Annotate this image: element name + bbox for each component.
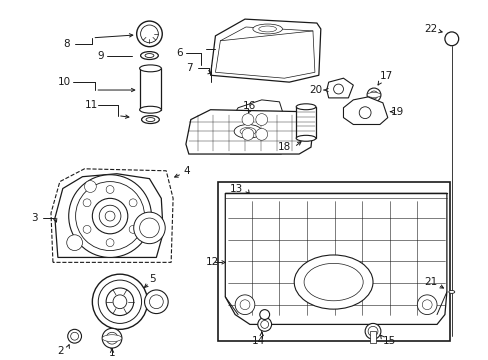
Circle shape bbox=[106, 288, 133, 316]
Circle shape bbox=[99, 205, 121, 227]
Circle shape bbox=[92, 274, 147, 329]
Circle shape bbox=[259, 310, 269, 319]
Circle shape bbox=[367, 327, 377, 336]
Text: 22: 22 bbox=[423, 24, 436, 34]
Ellipse shape bbox=[304, 264, 363, 301]
Ellipse shape bbox=[240, 127, 255, 135]
Text: 17: 17 bbox=[379, 71, 392, 81]
Ellipse shape bbox=[252, 24, 282, 34]
Circle shape bbox=[133, 212, 165, 244]
Circle shape bbox=[144, 290, 168, 314]
Text: 20: 20 bbox=[308, 85, 322, 95]
Text: 1: 1 bbox=[108, 348, 115, 358]
Ellipse shape bbox=[366, 93, 380, 98]
Circle shape bbox=[129, 225, 137, 233]
Circle shape bbox=[240, 300, 249, 310]
Text: 16: 16 bbox=[243, 101, 256, 111]
Ellipse shape bbox=[140, 65, 161, 72]
Text: 5: 5 bbox=[149, 274, 156, 284]
Circle shape bbox=[333, 84, 343, 94]
Text: 12: 12 bbox=[205, 257, 219, 267]
Circle shape bbox=[260, 320, 268, 328]
Polygon shape bbox=[185, 110, 313, 154]
Text: 3: 3 bbox=[31, 213, 38, 223]
Text: 21: 21 bbox=[423, 277, 436, 287]
Ellipse shape bbox=[102, 335, 122, 342]
Text: 10: 10 bbox=[58, 77, 71, 87]
Ellipse shape bbox=[145, 54, 154, 58]
Circle shape bbox=[365, 323, 380, 339]
Circle shape bbox=[255, 114, 267, 126]
Circle shape bbox=[76, 181, 144, 251]
Bar bbox=[140, 68, 161, 110]
Polygon shape bbox=[210, 19, 320, 82]
Circle shape bbox=[422, 300, 431, 310]
Circle shape bbox=[242, 114, 253, 126]
Circle shape bbox=[105, 211, 115, 221]
Ellipse shape bbox=[448, 291, 454, 293]
Bar bbox=[218, 181, 449, 341]
Circle shape bbox=[106, 239, 114, 247]
Circle shape bbox=[98, 280, 142, 323]
Circle shape bbox=[369, 91, 377, 99]
Circle shape bbox=[136, 21, 162, 47]
Polygon shape bbox=[326, 78, 353, 98]
Text: 6: 6 bbox=[176, 48, 183, 58]
Text: 13: 13 bbox=[230, 184, 243, 194]
Circle shape bbox=[129, 199, 137, 207]
Bar bbox=[369, 331, 375, 343]
Circle shape bbox=[102, 328, 122, 348]
Text: 11: 11 bbox=[84, 100, 98, 110]
Circle shape bbox=[92, 198, 127, 234]
Circle shape bbox=[71, 332, 79, 340]
Text: 2: 2 bbox=[58, 346, 64, 356]
Text: 19: 19 bbox=[390, 107, 403, 117]
Ellipse shape bbox=[146, 118, 155, 122]
Ellipse shape bbox=[142, 116, 159, 123]
Bar bbox=[296, 107, 315, 138]
Circle shape bbox=[257, 318, 271, 331]
Text: 14: 14 bbox=[251, 336, 264, 346]
Ellipse shape bbox=[140, 106, 161, 113]
Circle shape bbox=[255, 129, 267, 140]
Polygon shape bbox=[343, 97, 387, 125]
Circle shape bbox=[359, 107, 370, 118]
Text: 4: 4 bbox=[183, 166, 189, 176]
Circle shape bbox=[444, 32, 458, 46]
Circle shape bbox=[140, 218, 159, 238]
Circle shape bbox=[141, 25, 158, 43]
Ellipse shape bbox=[234, 125, 261, 138]
Circle shape bbox=[83, 225, 91, 233]
Polygon shape bbox=[228, 100, 284, 154]
Ellipse shape bbox=[296, 104, 315, 110]
Text: 18: 18 bbox=[277, 142, 290, 152]
Ellipse shape bbox=[294, 255, 372, 309]
Circle shape bbox=[113, 295, 126, 309]
Circle shape bbox=[83, 199, 91, 207]
Text: 15: 15 bbox=[382, 336, 395, 346]
Circle shape bbox=[84, 181, 96, 193]
Circle shape bbox=[66, 235, 82, 251]
Circle shape bbox=[242, 129, 253, 140]
Text: 7: 7 bbox=[185, 63, 192, 73]
Circle shape bbox=[106, 185, 114, 193]
Circle shape bbox=[69, 175, 151, 257]
Circle shape bbox=[235, 295, 254, 315]
Circle shape bbox=[416, 295, 436, 315]
Text: 8: 8 bbox=[62, 39, 69, 49]
Circle shape bbox=[366, 88, 380, 102]
Circle shape bbox=[149, 295, 163, 309]
Polygon shape bbox=[215, 27, 314, 78]
Circle shape bbox=[106, 332, 118, 344]
Ellipse shape bbox=[258, 26, 276, 32]
Polygon shape bbox=[55, 174, 163, 257]
Circle shape bbox=[67, 329, 81, 343]
Polygon shape bbox=[225, 193, 446, 324]
Text: 9: 9 bbox=[97, 50, 103, 60]
Ellipse shape bbox=[296, 135, 315, 141]
Ellipse shape bbox=[141, 51, 158, 59]
